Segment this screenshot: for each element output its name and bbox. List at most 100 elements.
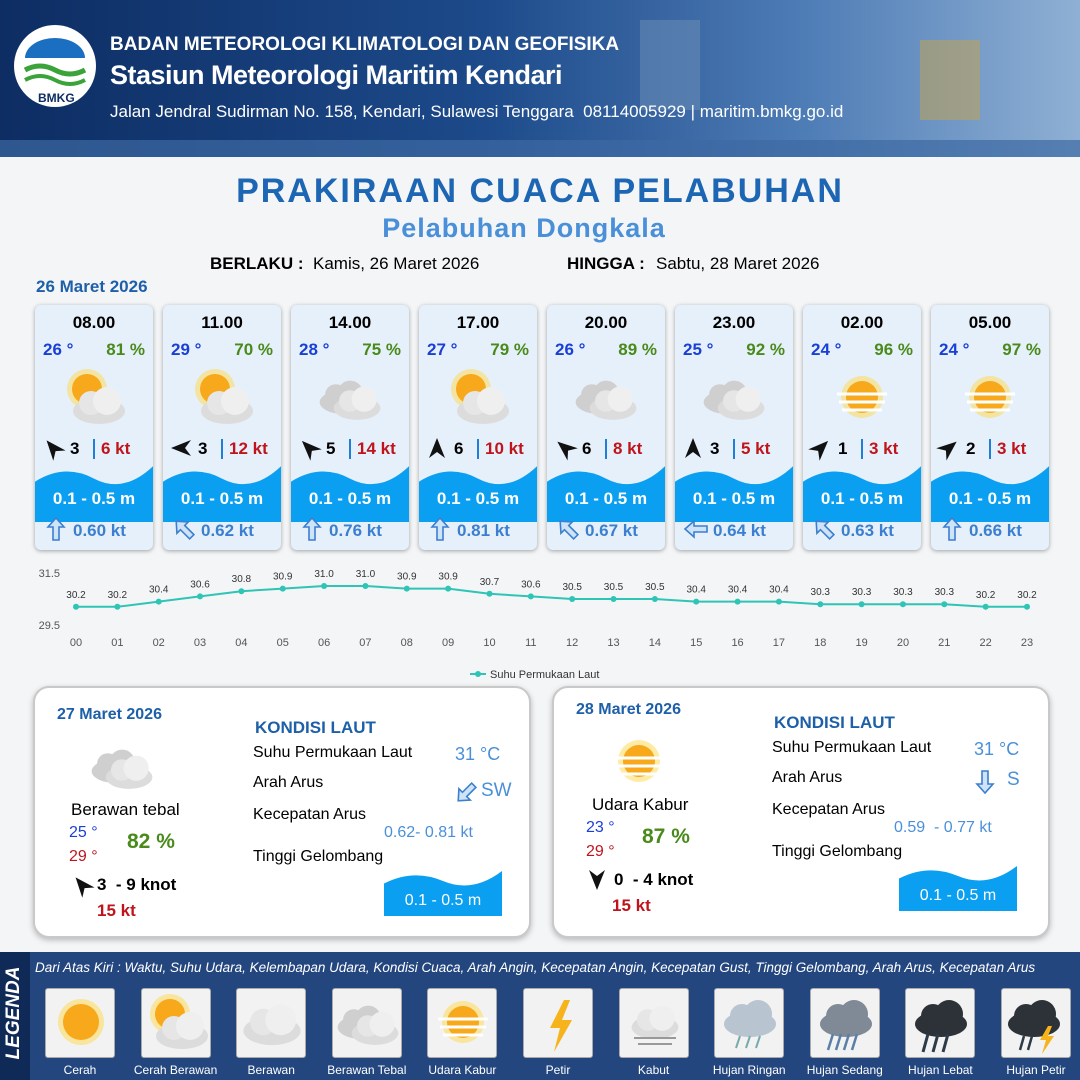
icon-part (24, 74, 86, 86)
weather-icon (915, 1000, 968, 1053)
x-tick-label: 18 (814, 637, 826, 649)
icon-part (63, 1004, 99, 1040)
humidity: 96 % (874, 340, 913, 359)
condition: Udara Kabur (592, 795, 689, 814)
weather-icon (965, 376, 1015, 418)
weather-icon (58, 999, 104, 1045)
value-label: 30.2 (66, 590, 86, 601)
sst-label: Suhu Permukaan Laut (772, 739, 932, 756)
speed: 0.62- 0.81 kt (384, 824, 473, 841)
weather-icon (819, 1000, 872, 1051)
speed-label: Kecepatan Arus (253, 806, 366, 823)
x-tick-label: 02 (153, 637, 165, 649)
icon-part (23, 63, 87, 77)
temp-max: 29 ° (586, 843, 615, 860)
x-tick-label: 00 (70, 637, 82, 649)
x-tick-label: 12 (566, 637, 578, 649)
x-tick-label: 05 (277, 637, 289, 649)
temperature: 24 ° (939, 340, 970, 359)
gust-speed: 6 kt (93, 439, 130, 459)
current-arrow (46, 516, 66, 541)
legend-icon-box (331, 988, 402, 1058)
weather-icon (724, 1000, 777, 1049)
icon-part (35, 466, 153, 522)
icon-part (846, 381, 878, 413)
icon-part (1028, 1000, 1056, 1028)
icon-part (419, 466, 537, 522)
wind-arrow (46, 440, 66, 461)
icon-part (25, 38, 85, 58)
point (238, 588, 245, 595)
icon-part (557, 441, 578, 461)
legend-icon-box (523, 988, 593, 1058)
wave (675, 466, 793, 522)
current-speed: 0.66 kt (969, 521, 1022, 540)
wave-height: 0.1 - 0.5 m (820, 489, 904, 508)
wave: 0.1 - 0.5 m (919, 887, 997, 904)
icon-part (351, 386, 377, 412)
weather-icon (438, 1001, 489, 1043)
wave-height: 0.1 - 0.5 m (948, 489, 1032, 508)
x-tick-label: 08 (401, 637, 413, 649)
point (941, 601, 948, 608)
day-panel: 28 Maret 2026 Udara Kabur 23 ° 29 ° 87 % 0 - … (552, 686, 1050, 938)
point (693, 598, 700, 605)
legend-item-label: Berawan (247, 1063, 295, 1077)
weather-icon (149, 994, 208, 1049)
x-tick-label: 11 (525, 637, 536, 649)
wind-range: 3 - 9 knot (97, 875, 177, 894)
time: 02.00 (840, 313, 884, 332)
icon-part (942, 516, 962, 541)
time: 14.00 (328, 313, 372, 332)
x-tick-label: 09 (442, 637, 454, 649)
wave-height: 0.1 - 0.5 m (564, 489, 648, 508)
icon-part (175, 1012, 204, 1040)
current-arrow (302, 516, 322, 541)
gust-speed: 14 kt (349, 439, 396, 459)
icon-part (46, 440, 66, 461)
wave (291, 466, 409, 522)
point (734, 598, 741, 605)
icon-part (633, 1037, 676, 1045)
temperature: 24 ° (811, 340, 842, 359)
sst: 31 °C (455, 744, 501, 764)
icon-part (623, 745, 655, 777)
icon-part (941, 1033, 950, 1053)
icon-part (155, 1012, 208, 1049)
icon-part (640, 20, 700, 110)
temperature: 26 ° (555, 340, 586, 359)
icon-part (589, 386, 637, 420)
sst-label: Suhu Permukaan Laut (253, 744, 413, 761)
value-label: 30.7 (480, 577, 500, 588)
panel-date: 28 Maret 2026 (576, 701, 681, 718)
temperature: 26 ° (43, 340, 74, 359)
forecast-card: 05.00 24 ° 97 % 2 3 kt 0.1 - 0.5 m 0.66 kt (931, 305, 1049, 550)
icon-part (819, 1000, 872, 1037)
time: 08.00 (72, 313, 116, 332)
icon-part (735, 1035, 762, 1049)
humidity: 79 % (490, 340, 529, 359)
icon-part (384, 871, 502, 916)
wind-speed: 3 (70, 439, 80, 458)
legend-icon-box (1001, 988, 1071, 1058)
legend-icon-box (809, 988, 880, 1058)
value-label: 30.5 (645, 582, 665, 593)
x-tick-label: 23 (1021, 637, 1033, 649)
temperature: 27 ° (427, 340, 458, 359)
x-tick-label: 07 (359, 637, 371, 649)
value-label: 31.0 (356, 569, 376, 580)
value-label: 30.4 (728, 585, 748, 596)
legend-icon-box (236, 988, 307, 1058)
forecast-card: 23.00 25 ° 92 % 3 5 kt 0.1 - 0.5 m 0.64 kt (675, 305, 793, 550)
weather-icon (91, 749, 153, 789)
icon-part (745, 1035, 752, 1049)
icon-part (430, 516, 450, 541)
point (73, 603, 79, 610)
x-tick-label: 20 (897, 637, 909, 649)
x-tick-label: 22 (980, 637, 992, 649)
value-label: 30.2 (108, 590, 128, 601)
x-tick-label: 19 (855, 637, 867, 649)
value-label: 30.2 (1017, 590, 1037, 601)
current-speed: 0.64 kt (713, 521, 766, 540)
temp-min: 25 ° (69, 824, 98, 841)
